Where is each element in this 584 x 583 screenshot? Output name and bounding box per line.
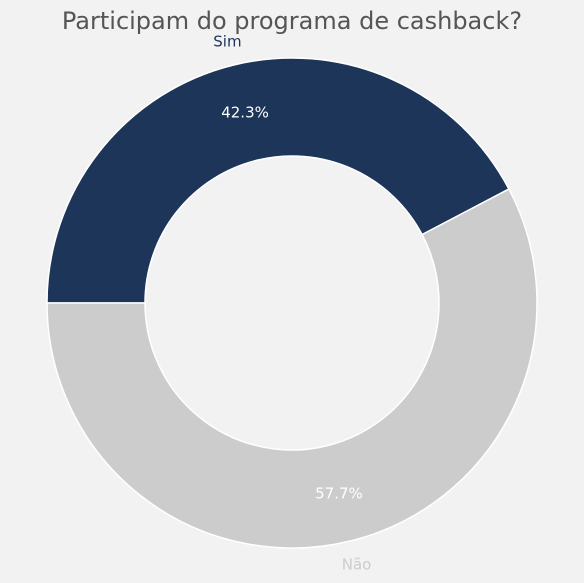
donut-slices — [46, 57, 538, 549]
category-label-1: Sim — [213, 32, 241, 50]
donut-labels: 42.3% Sim 57.7% Não — [213, 32, 371, 573]
percent-label-1: 42.3% — [221, 104, 269, 122]
slice-1 — [46, 57, 510, 304]
percent-label-2: 57.7% — [315, 484, 363, 502]
slice-2 — [46, 188, 538, 549]
chart-title: Participam do programa de cashback? — [62, 7, 522, 35]
category-label-2: Não — [342, 556, 372, 574]
